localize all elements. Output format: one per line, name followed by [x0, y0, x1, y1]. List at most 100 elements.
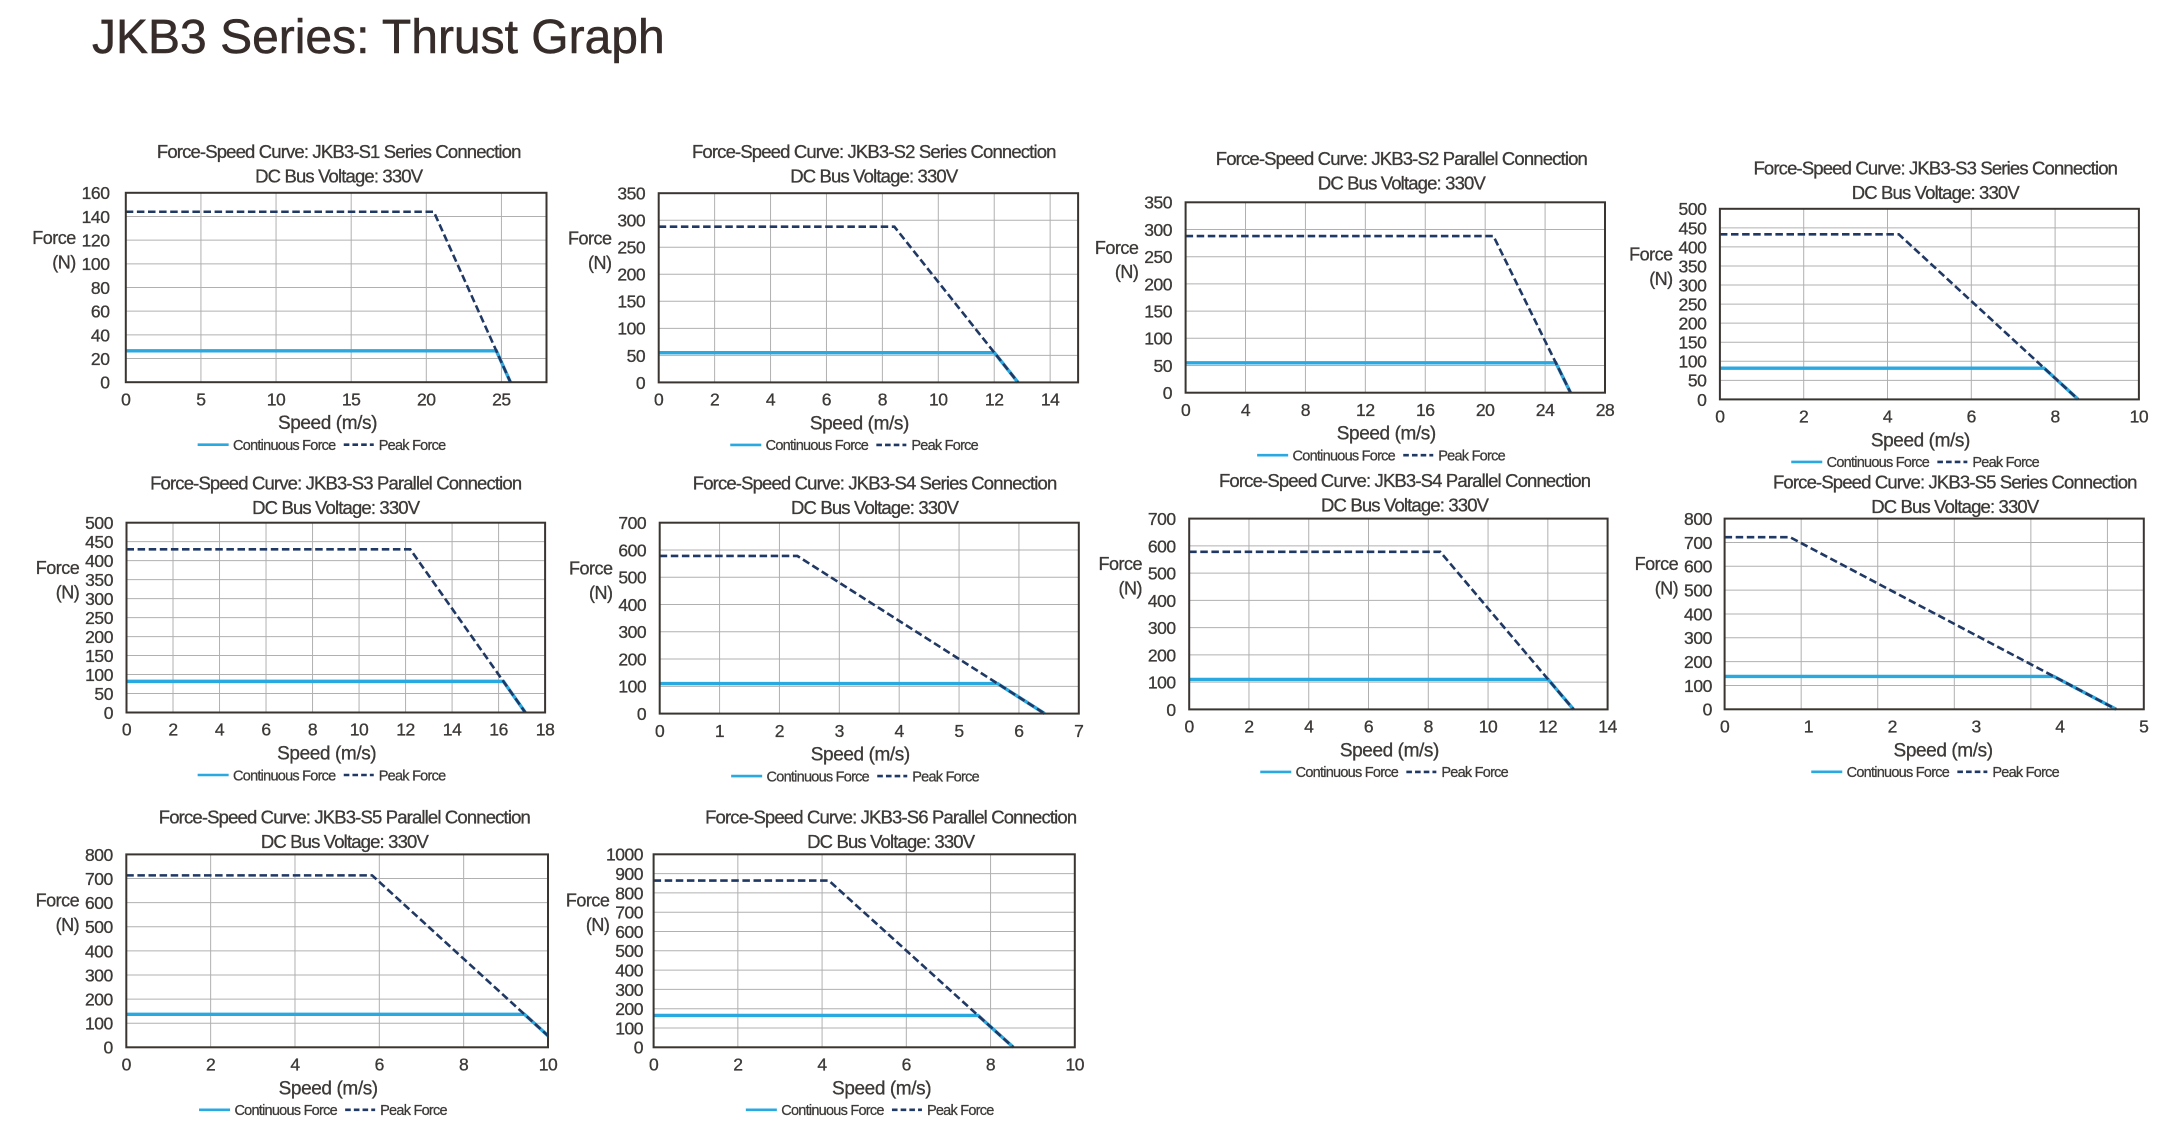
- svg-text:800: 800: [1684, 509, 1713, 529]
- svg-text:400: 400: [85, 551, 114, 571]
- svg-text:Force: Force: [569, 558, 613, 578]
- svg-text:25: 25: [492, 389, 511, 409]
- svg-text:2: 2: [775, 721, 784, 741]
- svg-text:Continuous Force: Continuous Force: [767, 769, 870, 785]
- svg-text:500: 500: [1679, 199, 1708, 219]
- svg-text:1: 1: [715, 721, 724, 741]
- svg-text:8: 8: [459, 1055, 468, 1075]
- svg-text:160: 160: [82, 183, 111, 203]
- svg-text:250: 250: [85, 608, 114, 628]
- svg-text:700: 700: [1684, 533, 1713, 553]
- svg-text:Continuous Force: Continuous Force: [1296, 765, 1399, 781]
- svg-text:Peak Force: Peak Force: [379, 768, 446, 784]
- svg-text:2: 2: [1244, 717, 1253, 737]
- svg-text:120: 120: [82, 231, 111, 251]
- svg-text:0: 0: [122, 720, 132, 740]
- svg-text:Speed (m/s): Speed (m/s): [1894, 740, 1993, 761]
- svg-text:Peak Force: Peak Force: [380, 1103, 447, 1119]
- svg-text:Force-Speed Curve: JKB3-S5 Par: Force-Speed Curve: JKB3-S5 Parallel Conn…: [159, 807, 531, 828]
- svg-text:500: 500: [1684, 581, 1713, 601]
- svg-text:600: 600: [85, 893, 114, 913]
- svg-text:100: 100: [1684, 676, 1713, 696]
- svg-text:50: 50: [627, 346, 646, 366]
- svg-text:5: 5: [954, 721, 963, 741]
- svg-text:DC Bus Voltage: 330V: DC Bus Voltage: 330V: [791, 497, 960, 518]
- svg-text:0: 0: [655, 721, 665, 741]
- svg-text:900: 900: [615, 864, 644, 884]
- svg-text:6: 6: [1967, 407, 1976, 427]
- svg-text:16: 16: [1416, 400, 1435, 420]
- svg-text:12: 12: [396, 720, 415, 740]
- svg-text:(N): (N): [1119, 579, 1143, 599]
- svg-text:DC Bus Voltage: 330V: DC Bus Voltage: 330V: [255, 165, 424, 186]
- svg-text:5: 5: [196, 389, 205, 409]
- svg-text:Peak Force: Peak Force: [912, 769, 979, 785]
- svg-text:300: 300: [617, 211, 646, 231]
- svg-text:100: 100: [617, 319, 646, 339]
- svg-text:500: 500: [615, 941, 644, 961]
- svg-text:2: 2: [710, 390, 719, 410]
- svg-text:(N): (N): [586, 915, 610, 935]
- svg-text:250: 250: [1144, 247, 1173, 267]
- svg-text:2: 2: [733, 1055, 742, 1075]
- svg-text:700: 700: [1148, 509, 1177, 529]
- svg-text:Continuous Force: Continuous Force: [1827, 455, 1930, 471]
- svg-text:DC Bus Voltage: 330V: DC Bus Voltage: 330V: [261, 831, 430, 852]
- svg-text:4: 4: [1304, 717, 1314, 737]
- svg-text:Peak Force: Peak Force: [911, 438, 978, 454]
- svg-text:Force-Speed Curve: JKB3-S2 Ser: Force-Speed Curve: JKB3-S2 Series Connec…: [692, 141, 1056, 162]
- svg-text:300: 300: [85, 589, 114, 609]
- svg-text:200: 200: [1148, 645, 1177, 665]
- svg-text:Speed (m/s): Speed (m/s): [279, 1078, 378, 1099]
- svg-text:6: 6: [261, 720, 270, 740]
- svg-text:18: 18: [536, 720, 555, 740]
- svg-text:(N): (N): [1649, 269, 1673, 289]
- svg-text:100: 100: [1144, 329, 1173, 349]
- svg-text:Speed (m/s): Speed (m/s): [278, 413, 377, 434]
- svg-text:10: 10: [539, 1055, 558, 1075]
- svg-text:2: 2: [1888, 717, 1897, 737]
- svg-text:200: 200: [615, 999, 644, 1019]
- svg-text:Force: Force: [32, 228, 76, 248]
- svg-text:28: 28: [1596, 400, 1615, 420]
- svg-text:500: 500: [618, 568, 647, 588]
- svg-text:Speed (m/s): Speed (m/s): [1871, 430, 1970, 451]
- svg-text:Force: Force: [1098, 554, 1142, 574]
- svg-text:20: 20: [1476, 400, 1495, 420]
- svg-text:DC Bus Voltage: 330V: DC Bus Voltage: 330V: [1871, 496, 2040, 517]
- svg-text:250: 250: [617, 238, 646, 258]
- svg-text:350: 350: [1144, 193, 1173, 213]
- svg-text:500: 500: [85, 917, 114, 937]
- svg-text:(N): (N): [1115, 262, 1139, 282]
- svg-text:4: 4: [1883, 407, 1893, 427]
- svg-text:DC Bus Voltage: 330V: DC Bus Voltage: 330V: [1852, 182, 2021, 203]
- svg-text:Peak Force: Peak Force: [1438, 449, 1505, 465]
- svg-text:4: 4: [895, 721, 905, 741]
- svg-text:8: 8: [878, 390, 887, 410]
- svg-text:400: 400: [615, 961, 644, 981]
- svg-text:Force: Force: [1095, 238, 1139, 258]
- svg-text:15: 15: [342, 389, 361, 409]
- svg-text:400: 400: [1684, 604, 1713, 624]
- svg-text:200: 200: [617, 265, 646, 285]
- svg-text:300: 300: [1679, 275, 1708, 295]
- svg-text:12: 12: [1539, 717, 1558, 737]
- svg-text:8: 8: [308, 720, 317, 740]
- svg-text:4: 4: [215, 720, 225, 740]
- svg-text:(N): (N): [589, 583, 613, 603]
- svg-text:DC Bus Voltage: 330V: DC Bus Voltage: 330V: [1318, 173, 1487, 194]
- svg-text:600: 600: [1148, 536, 1177, 556]
- svg-text:200: 200: [85, 989, 114, 1009]
- svg-text:6: 6: [902, 1055, 911, 1075]
- svg-text:10: 10: [350, 720, 369, 740]
- svg-text:600: 600: [618, 540, 647, 560]
- svg-text:14: 14: [1041, 390, 1060, 410]
- svg-text:50: 50: [94, 684, 113, 704]
- svg-text:10: 10: [2130, 407, 2149, 427]
- svg-text:3: 3: [835, 721, 844, 741]
- svg-text:100: 100: [82, 254, 111, 274]
- svg-text:Force: Force: [36, 891, 80, 911]
- svg-text:700: 700: [618, 513, 647, 533]
- svg-text:300: 300: [615, 980, 644, 1000]
- svg-text:Speed (m/s): Speed (m/s): [1337, 424, 1436, 445]
